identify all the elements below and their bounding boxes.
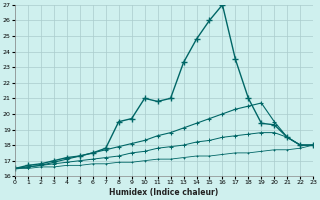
X-axis label: Humidex (Indice chaleur): Humidex (Indice chaleur) xyxy=(109,188,219,197)
